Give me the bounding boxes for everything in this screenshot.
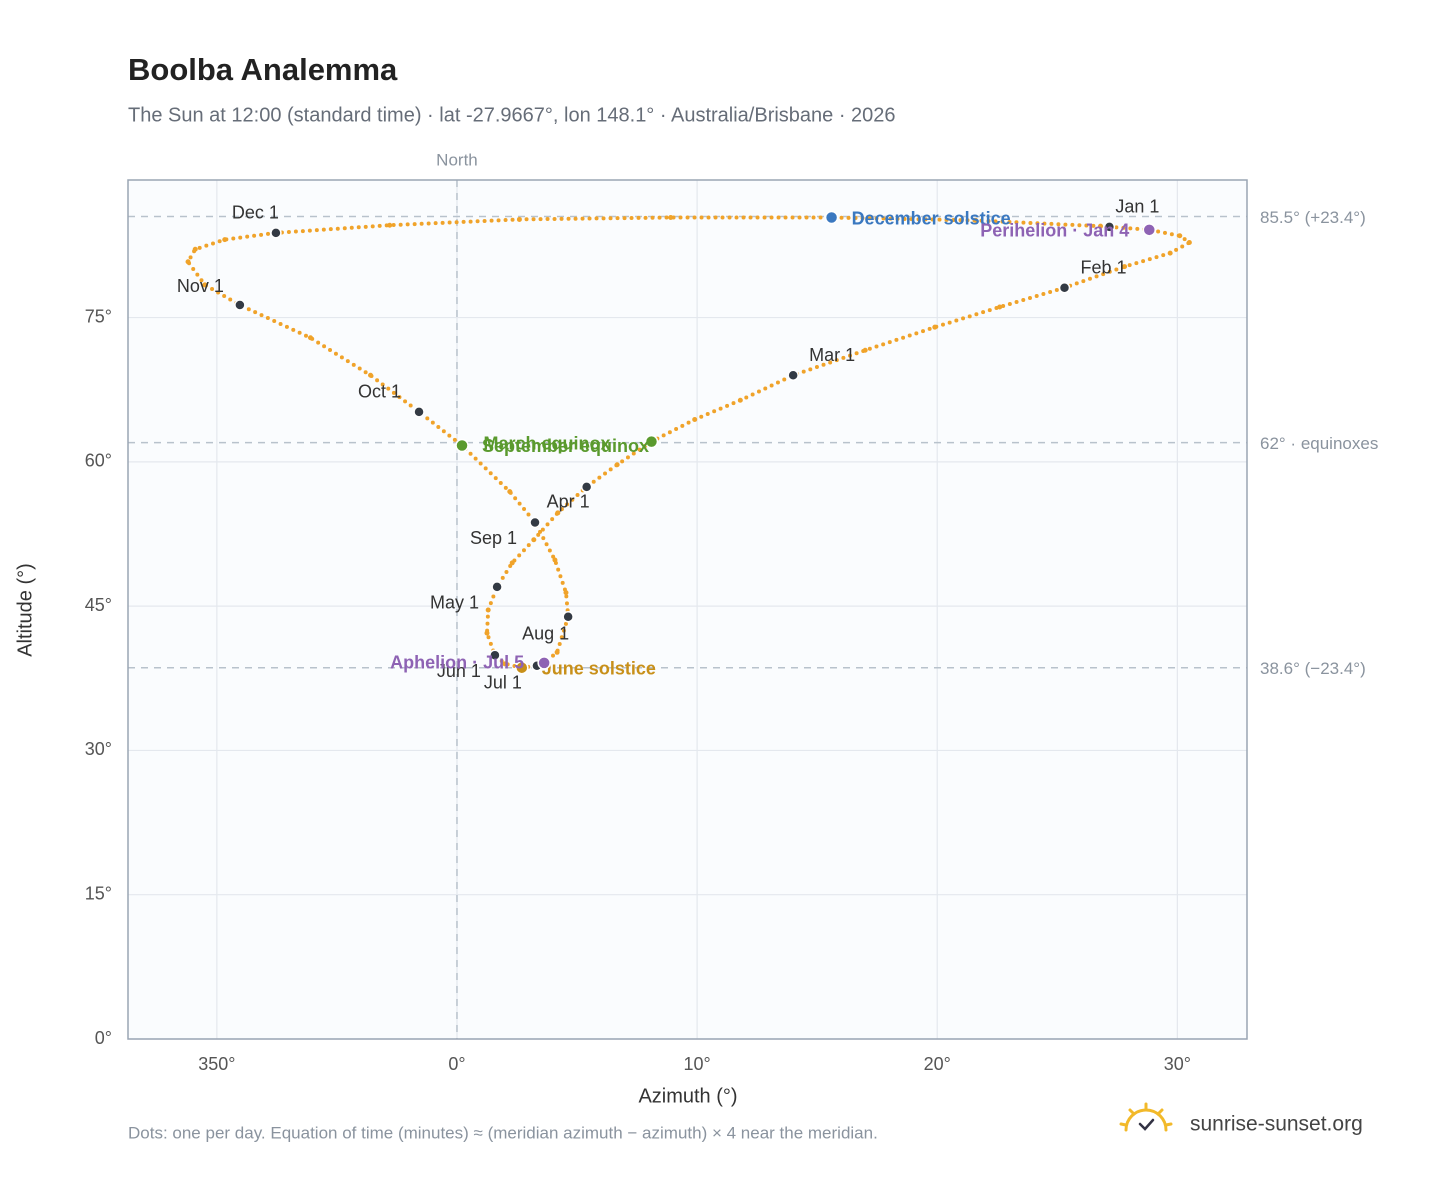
y-tick-label: 60°	[85, 451, 112, 471]
day-dot	[192, 246, 198, 252]
day-dot	[368, 372, 374, 378]
event-label: Aphelion · Jul 5	[390, 653, 524, 673]
event-marker	[824, 210, 839, 225]
y-tick-label: 45°	[85, 595, 112, 615]
day-dot	[307, 335, 313, 341]
day-dot	[614, 462, 620, 468]
day-dot	[185, 259, 191, 265]
month-label: Aug 1	[522, 623, 569, 643]
month-label: Jul 1	[484, 673, 522, 693]
x-tick-label: 350°	[198, 1054, 235, 1074]
day-dot	[502, 661, 508, 667]
month-label: May 1	[430, 593, 479, 613]
month-marker	[562, 610, 574, 623]
day-dot	[516, 216, 522, 222]
month-marker	[1103, 221, 1116, 233]
plot-area	[128, 180, 1247, 1039]
event-label: June solstice	[542, 658, 656, 678]
day-dot	[387, 222, 393, 228]
event-marker	[515, 660, 529, 675]
month-label: Dec 1	[232, 203, 279, 223]
month-marker	[270, 227, 282, 239]
event-marker	[1142, 223, 1157, 237]
event-label: March equinox	[483, 433, 610, 453]
day-dot	[1186, 240, 1192, 246]
plot-frame	[127, 179, 1248, 1040]
day-dot	[563, 590, 569, 596]
month-label: Jan 1	[1115, 197, 1159, 217]
month-label: Feb 1	[1081, 257, 1127, 277]
y-tick-label: 30°	[85, 739, 112, 759]
month-label: Apr 1	[547, 492, 590, 512]
y-tick-label: 0°	[95, 1028, 112, 1048]
y-tick-label: 75°	[85, 306, 112, 326]
brand-text: sunrise-sunset.org	[1190, 1113, 1363, 1136]
day-dot	[555, 510, 561, 516]
x-tick-label: 20°	[924, 1054, 951, 1074]
month-marker	[529, 516, 541, 529]
event-label: September equinox	[482, 436, 649, 456]
event-marker	[455, 438, 469, 453]
day-dot	[668, 215, 674, 221]
day-dot	[692, 417, 698, 423]
day-dot	[997, 304, 1003, 310]
day-dot	[973, 217, 979, 223]
reference-label: 62° · equinoxes	[1260, 434, 1378, 453]
day-dot	[485, 607, 491, 613]
day-dot	[1167, 250, 1173, 256]
chart-subtitle: The Sun at 12:00 (standard time) · lat -…	[128, 104, 896, 126]
month-label: Jun 1	[437, 661, 481, 681]
day-dot	[484, 630, 490, 636]
event-label: December solstice	[852, 208, 1011, 228]
x-axis-label: Azimuth (°)	[638, 1085, 737, 1107]
day-dot	[531, 537, 537, 543]
month-marker	[580, 481, 593, 493]
day-dot	[552, 557, 558, 563]
month-marker	[1058, 281, 1071, 294]
x-tick-label: 30°	[1164, 1054, 1191, 1074]
day-dot	[507, 489, 513, 495]
month-marker	[234, 299, 246, 311]
month-marker	[413, 406, 425, 418]
x-tick-label: 10°	[683, 1054, 710, 1074]
event-marker	[644, 434, 659, 449]
day-dot	[1122, 264, 1128, 270]
day-dot	[202, 282, 208, 288]
reference-label: 85.5° (+23.4°)	[1260, 208, 1366, 227]
brand-logo	[1119, 1102, 1173, 1132]
event-label: Perihelion · Jan 4	[980, 221, 1129, 241]
y-tick-label: 15°	[85, 883, 112, 903]
day-dot	[509, 560, 515, 566]
y-axis-label: Altitude (°)	[14, 563, 36, 657]
x-tick-label: 0°	[448, 1054, 465, 1074]
reference-label: North	[436, 150, 478, 169]
reference-label: 38.6° (−23.4°)	[1260, 659, 1366, 678]
chart-title: Boolba Analemma	[128, 52, 398, 87]
day-dot	[554, 649, 560, 655]
month-label: Oct 1	[358, 382, 401, 402]
day-dot	[737, 397, 743, 403]
day-dot	[862, 347, 868, 353]
month-label: Mar 1	[809, 345, 855, 365]
month-label: Sep 1	[470, 528, 517, 548]
month-marker	[489, 649, 501, 661]
month-label: Nov 1	[177, 276, 224, 296]
event-marker	[537, 656, 551, 670]
footnote: Dots: one per day. Equation of time (min…	[128, 1123, 878, 1142]
month-marker	[787, 369, 799, 382]
day-dot	[1098, 223, 1104, 229]
day-dot	[932, 324, 938, 330]
day-dot	[1177, 233, 1183, 239]
month-marker	[491, 581, 503, 593]
day-dot	[222, 237, 228, 243]
